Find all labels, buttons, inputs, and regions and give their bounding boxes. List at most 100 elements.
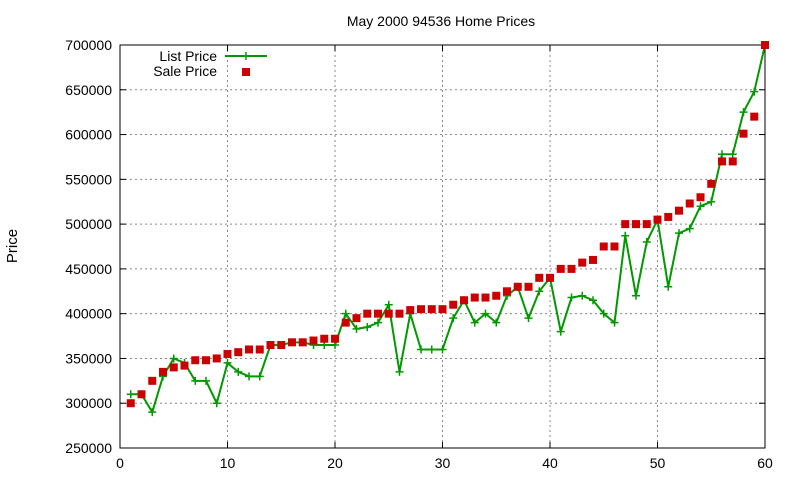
- sale-price-point: [438, 305, 447, 314]
- x-tick-label: 0: [116, 455, 124, 471]
- list-price-point: [148, 408, 157, 417]
- list-price-point: [234, 367, 243, 376]
- sale-price-point: [298, 338, 307, 347]
- legend-sample-list-price: [225, 52, 267, 60]
- list-price-point: [245, 372, 253, 381]
- sale-price-point: [180, 361, 189, 370]
- x-tick-label: 20: [327, 455, 343, 471]
- y-tick-label: 650000: [65, 82, 112, 98]
- legend-marker-list-price: [242, 52, 250, 60]
- sale-price-point: [632, 220, 640, 229]
- sale-price-point: [503, 287, 511, 296]
- sale-price-point: [718, 157, 726, 166]
- y-tick-label: 300000: [65, 395, 112, 411]
- sale-price-point: [642, 220, 651, 229]
- list-price-point: [223, 358, 232, 367]
- sale-price-point: [460, 296, 468, 305]
- sale-price-point: [696, 193, 705, 202]
- sale-price-point: [599, 242, 608, 251]
- y-tick-label: 500000: [65, 216, 112, 232]
- list-price-point: [470, 318, 479, 327]
- x-tick-label: 60: [757, 455, 773, 471]
- list-price-point: [642, 238, 651, 247]
- sale-price-point: [288, 338, 296, 347]
- x-tick-label: 30: [435, 455, 451, 471]
- sale-price-point: [126, 399, 135, 408]
- list-price-point: [255, 372, 264, 381]
- y-tick-label: 600000: [65, 127, 112, 143]
- sale-price-point: [169, 363, 178, 372]
- sale-price-point: [427, 305, 436, 314]
- sale-price-point: [137, 390, 146, 399]
- list-price-point: [632, 291, 640, 300]
- list-price-point: [578, 291, 587, 300]
- sale-price-point: [352, 314, 361, 323]
- x-tick-label: 40: [542, 455, 558, 471]
- sale-price-point: [535, 273, 544, 282]
- list-price-point: [718, 150, 726, 159]
- sale-price-point: [664, 212, 673, 221]
- sale-price-point: [363, 309, 372, 318]
- list-price-point: [685, 224, 694, 233]
- sale-price-point: [384, 309, 393, 318]
- series-line-list-price: [130, 44, 766, 415]
- legend-label-sale-price: Sale Price: [153, 63, 217, 79]
- list-price-point: [610, 318, 619, 327]
- x-ticks: 0 10 20 30 40 50 60: [116, 45, 773, 471]
- sale-price-point: [750, 112, 759, 121]
- sale-price-point: [610, 242, 619, 251]
- chart-title: May 2000 94536 Home Prices: [347, 13, 535, 29]
- sale-price-point: [761, 41, 769, 49]
- sale-price-point: [331, 334, 339, 343]
- sale-price-point: [621, 220, 630, 229]
- y-tick-label: 450000: [65, 261, 112, 277]
- list-price-point: [417, 345, 425, 354]
- list-price-point: [191, 376, 200, 385]
- list-price-point: [169, 354, 178, 363]
- list-price-point: [449, 314, 458, 323]
- sale-price-point: [191, 356, 200, 365]
- list-price-point: [363, 323, 372, 332]
- sale-price-point: [739, 129, 748, 138]
- x-tick-label: 10: [220, 455, 236, 471]
- sale-price-point: [148, 376, 157, 385]
- y-ticks: 250000 300000 350000 400000 450000 500000 5500…: [65, 37, 765, 456]
- list-price-point: [750, 87, 759, 96]
- sale-price-point: [374, 309, 382, 318]
- list-price-point: [374, 318, 382, 327]
- sale-price-point: [524, 282, 533, 291]
- list-price-point: [395, 367, 404, 376]
- sale-price-point: [589, 255, 597, 264]
- sale-price-point: [395, 309, 404, 318]
- legend: List Price Sale Price: [153, 48, 267, 79]
- sale-price-point: [341, 318, 350, 327]
- list-price-point: [212, 399, 221, 408]
- sale-price-point: [728, 157, 737, 166]
- sale-price-point: [492, 291, 501, 300]
- sale-price-point: [245, 345, 253, 354]
- list-price-point: [739, 108, 748, 117]
- sale-price-point: [556, 264, 565, 273]
- x-tick-label: 50: [650, 455, 666, 471]
- sale-price-point: [481, 293, 490, 302]
- y-tick-label: 700000: [65, 37, 112, 53]
- y-tick-label: 400000: [65, 306, 112, 322]
- sale-price-point: [159, 367, 167, 376]
- sale-price-point: [685, 199, 694, 208]
- sale-price-point: [707, 179, 716, 188]
- list-price-point: [556, 327, 565, 336]
- list-price-point: [352, 324, 361, 333]
- y-tick-label: 550000: [65, 171, 112, 187]
- plot-frame: [119, 44, 766, 449]
- sale-price-point: [406, 306, 415, 315]
- sale-price-point: [675, 206, 683, 215]
- legend-marker-sale-price: [242, 68, 250, 76]
- sale-price-point: [309, 336, 318, 345]
- y-tick-label: 350000: [65, 350, 112, 366]
- list-price-point: [707, 197, 716, 206]
- list-price-point: [664, 282, 673, 291]
- sale-price-point: [578, 258, 587, 267]
- sale-price-point: [653, 215, 662, 224]
- list-price-point: [696, 202, 705, 211]
